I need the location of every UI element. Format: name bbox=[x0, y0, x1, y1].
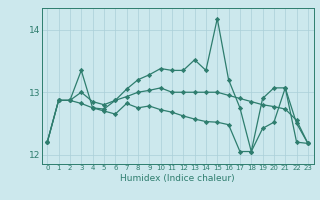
X-axis label: Humidex (Indice chaleur): Humidex (Indice chaleur) bbox=[120, 174, 235, 183]
